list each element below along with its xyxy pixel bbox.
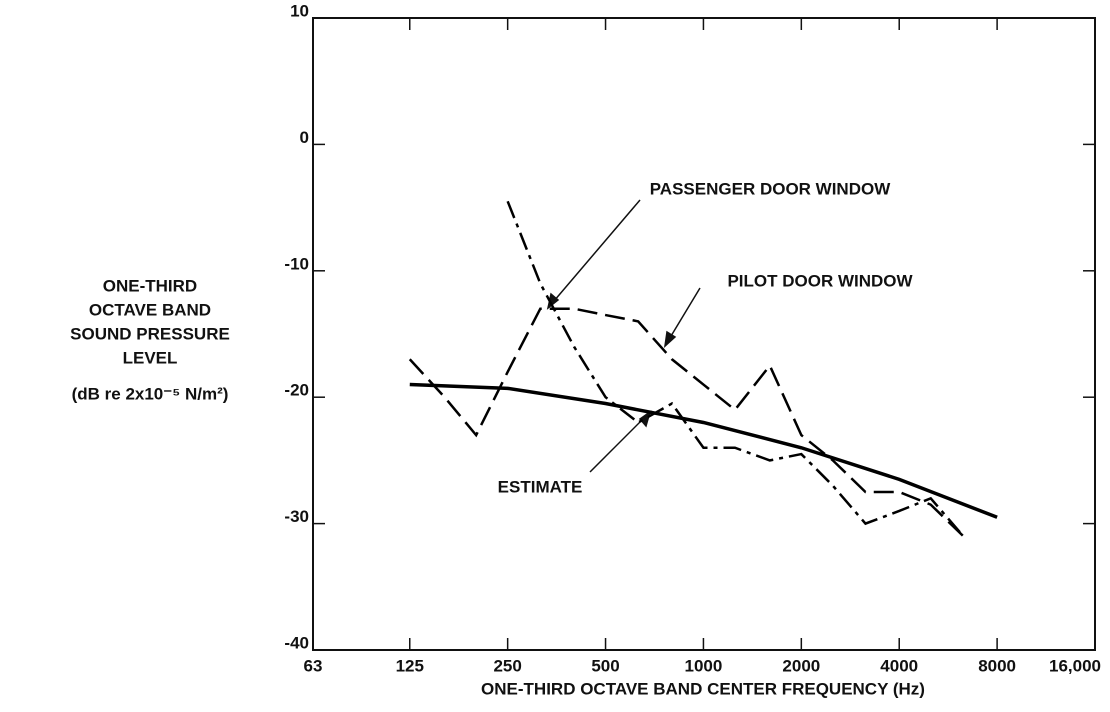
y-axis-label: ONE-THIRD — [103, 276, 197, 295]
y-axis-label: (dB re 2x10⁻⁵ N/m²) — [72, 384, 229, 403]
y-tick-label: -20 — [284, 381, 309, 400]
arrow — [547, 199, 641, 309]
y-axis-label: OCTAVE BAND — [89, 300, 211, 319]
plot-frame — [312, 17, 1096, 651]
x-tick-label: 4000 — [880, 656, 918, 675]
y-tick-label: -30 — [284, 507, 309, 526]
x-tick-label: 8000 — [978, 656, 1016, 675]
arrow-head — [638, 410, 652, 428]
x-tick-label: 500 — [591, 656, 619, 675]
x-tick-label: 63 — [304, 656, 323, 675]
series-label: PILOT DOOR WINDOW — [727, 271, 913, 290]
x-tick-label: 250 — [493, 656, 521, 675]
x-tick-label: 125 — [396, 656, 424, 675]
y-tick-label: -40 — [284, 633, 309, 652]
arrows — [546, 199, 701, 473]
y-axis-label: LEVEL — [123, 348, 178, 367]
y-tick-label: 0 — [300, 128, 309, 147]
arrow-head — [663, 330, 677, 348]
x-tick-label: 16,000 — [1049, 656, 1101, 675]
series-line — [408, 307, 965, 538]
y-tick-label: 10 — [290, 1, 309, 20]
x-tick-label: 1000 — [685, 656, 723, 675]
x-axis-label: ONE-THIRD OCTAVE BAND CENTER FREQUENCY (… — [481, 679, 925, 698]
series-line — [506, 200, 965, 538]
y-axis-label: SOUND PRESSURE — [70, 324, 230, 343]
y-tick-label: -10 — [284, 254, 309, 273]
series-label: ESTIMATE — [498, 477, 583, 496]
series-label: PASSENGER DOOR WINDOW — [650, 179, 891, 198]
series-line — [409, 382, 998, 519]
x-tick-label: 2000 — [782, 656, 820, 675]
